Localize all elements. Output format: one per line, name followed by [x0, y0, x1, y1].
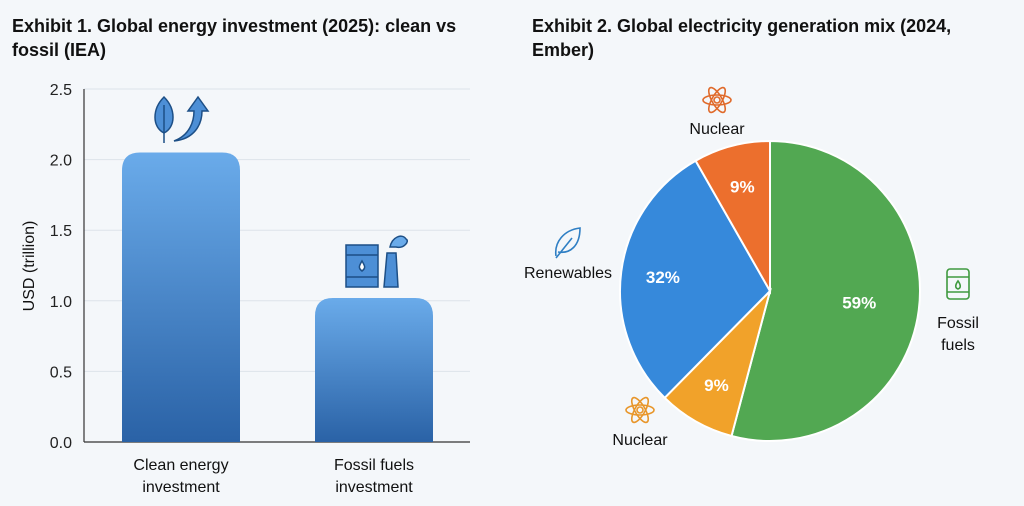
slice-percent-label: 32%: [646, 268, 680, 287]
y-tick-label: 2.5: [50, 82, 72, 99]
y-tick-label: 1.0: [50, 294, 72, 311]
pie-slice-nuclear: [694, 139, 771, 295]
pie-slice-fossil-fuels: [730, 139, 921, 442]
pie-slice-renewables: [619, 159, 772, 400]
slice-category-label: Fossil: [937, 315, 979, 332]
x-tick-label: Clean energy: [133, 457, 228, 474]
slice-percent-label: 9%: [704, 376, 729, 395]
bar-chart-title: Exhibit 1. Global energy investment (202…: [12, 16, 457, 60]
x-tick-label: investment: [142, 479, 220, 496]
leaf-arrow-icon: [154, 95, 210, 143]
y-axis-label: USD (trillion): [21, 221, 38, 312]
slice-percent-label: 59%: [842, 294, 876, 313]
oil-barrel-icon: [946, 268, 970, 300]
slice-category-label: Renewables: [524, 265, 612, 282]
y-tick-label: 1.5: [50, 223, 72, 240]
y-tick-label: 2.0: [50, 153, 72, 170]
slice-category-label: Nuclear: [612, 432, 668, 449]
x-tick-label: investment: [335, 479, 413, 496]
leaf-icon: [555, 227, 581, 259]
bar-1: [315, 297, 433, 442]
slice-percent-label: 9%: [730, 178, 755, 197]
y-tick-label: 0.0: [50, 435, 72, 452]
atom-icon: [702, 86, 732, 114]
atom-icon: [625, 396, 655, 424]
slice-category-label: fuels: [941, 337, 975, 354]
slice-category-label: Nuclear: [689, 121, 745, 138]
pie-chart-title: Exhibit 2. Global electricity generation…: [532, 16, 952, 60]
y-tick-label: 0.5: [50, 364, 72, 381]
bar-0: [122, 152, 240, 443]
oil-barrel-factory-icon: [345, 235, 408, 288]
x-tick-label: Fossil fuels: [334, 457, 414, 474]
